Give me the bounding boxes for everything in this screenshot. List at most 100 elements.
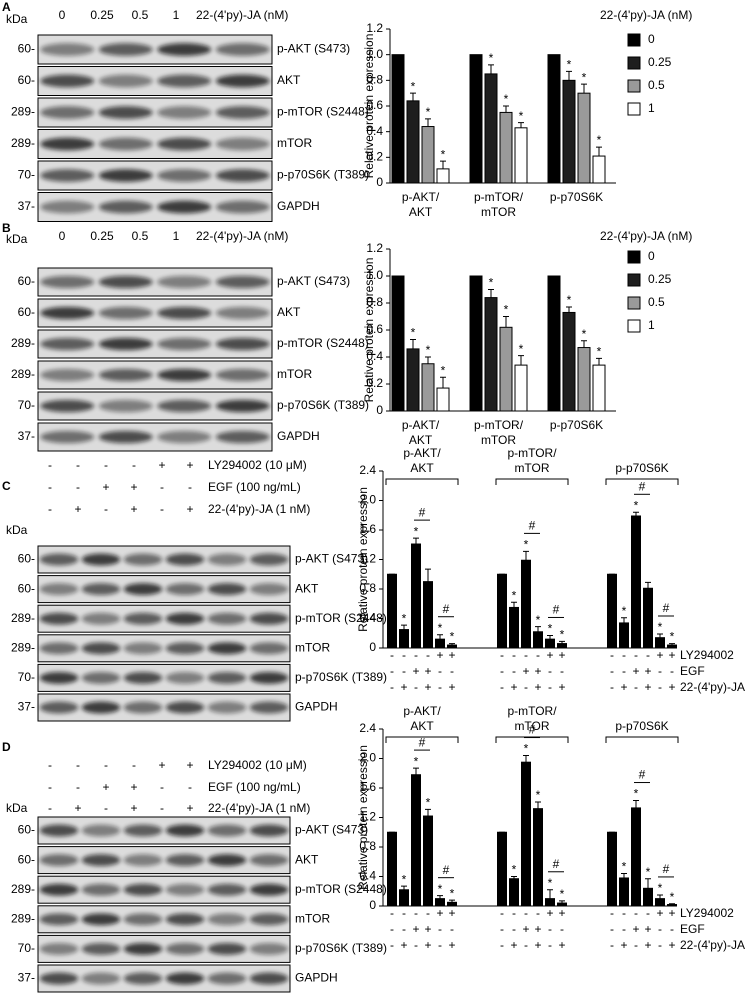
x-tick-label: p-AKT/ [402,190,440,204]
y-tick-label: 0 [369,640,376,654]
significance-mark: * [441,147,446,161]
condition-sign: + [668,648,675,662]
y-tick-label: 1.2 [359,810,376,824]
condition-sign: + [130,480,137,494]
band-label: mTOR [295,911,330,925]
group-title: p-AKT/ [403,704,441,718]
bar [643,887,653,907]
blot-band [165,942,205,955]
blot-band [215,169,270,182]
bar [533,808,543,907]
condition-sign: + [656,648,663,662]
error-bar [566,70,572,81]
error-bar [596,146,602,157]
condition-sign: + [448,680,455,694]
blot-band [40,169,95,182]
lane-label: 0.25 [90,229,114,243]
blot-band [165,972,205,985]
condition-sign: + [448,648,455,662]
condition-sign: - [634,906,638,920]
condition-sign: - [390,648,394,662]
blot-strip [37,964,291,993]
band-label: p-mTOR (S2448) [277,336,369,350]
band-label: p-AKT (S473) [277,274,350,288]
condition-sign: + [424,680,431,694]
error-bar [581,83,587,94]
band-label: p-AKT (S473) [277,42,350,56]
condition-sign: - [512,906,516,920]
bar [514,127,528,184]
condition-sign: - [188,780,192,794]
condition-sign: + [130,801,137,815]
legend-swatch [627,319,641,333]
y-tick-label: 1.0 [366,268,383,282]
condition-sign: + [130,780,137,794]
bar [643,587,653,649]
blot-band [249,671,289,684]
condition-sign: - [160,801,164,815]
condition-sign: + [158,758,165,772]
condition-sign: - [646,906,650,920]
blot-band [215,430,270,444]
blot-band [98,399,153,413]
panel-letter: A [2,0,11,14]
blot-band [215,337,270,351]
bar [521,559,531,649]
legend-swatch [627,250,641,264]
condition-sign: - [524,648,528,662]
condition-name: EGF [680,922,705,936]
y-tick-label: 0.2 [366,150,383,164]
significance-mark: * [512,863,517,877]
condition-sign: + [632,664,639,678]
condition-sign: - [402,906,406,920]
blot-band [123,701,163,714]
error-bar [657,894,663,899]
condition-sign: + [644,938,651,952]
condition-sign: - [438,938,442,952]
y-axis-label: Relative protein expression [362,258,376,403]
condition-sign: + [436,906,443,920]
band-label: GAPDH [295,700,338,714]
blot-strip [37,816,291,845]
molecular-weight: 60- [18,823,35,837]
bar [607,831,617,907]
blot-band [98,74,153,88]
bar [562,79,576,184]
condition-sign: - [610,922,614,936]
condition-sign: + [510,680,517,694]
condition-sign: - [390,922,394,936]
y-tick-label: 1.2 [359,552,376,566]
blot-band [165,701,205,714]
bar [435,898,445,907]
condition-sign: + [424,922,431,936]
x-tick-label: p-mTOR/ [474,190,524,204]
error-bar [645,878,651,889]
molecular-weight: 60- [18,274,35,288]
error-bar [440,376,446,389]
condition-sign: + [74,502,81,516]
blot-band [81,671,121,684]
significance-mark: * [597,345,602,359]
condition-sign: + [558,648,565,662]
blot-band [165,612,205,625]
molecular-weight: 60- [18,305,35,319]
blot-strip [37,934,291,963]
blot-band [40,275,95,289]
condition-sign: - [658,664,662,678]
condition-label: EGF (100 ng/mL) [208,480,301,494]
condition-sign: - [622,664,626,678]
error-bar [547,889,553,899]
y-tick-label: 1.0 [366,47,383,61]
lane-label: 0.5 [132,229,149,243]
condition-sign: + [668,680,675,694]
bar [547,54,561,184]
bar [497,573,507,649]
condition-sign: + [632,922,639,936]
blot-band [207,972,247,985]
condition-sign: - [48,502,52,516]
blot-band [157,169,212,182]
blot-band [249,583,289,596]
y-tick-label: 0.8 [359,581,376,595]
y-axis-label: Relative protein expression [356,487,370,632]
